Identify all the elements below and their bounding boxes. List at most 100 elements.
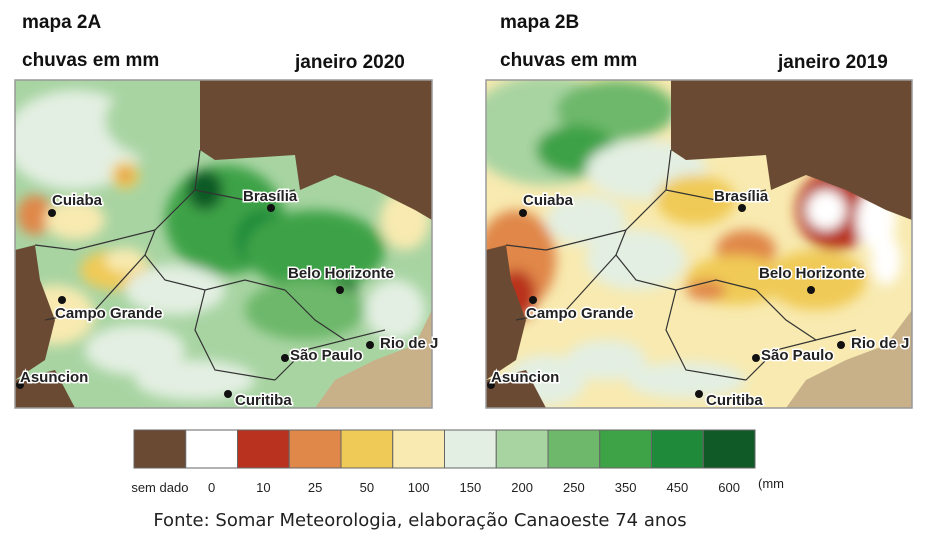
map-title: mapa 2A — [22, 12, 101, 33]
city-dot — [738, 204, 746, 212]
legend-label: 450 — [667, 480, 689, 495]
city-dot — [16, 381, 24, 389]
rain-patch — [119, 169, 131, 181]
legend-swatch — [547, 429, 601, 469]
rain-patch — [105, 80, 225, 160]
outside-region — [315, 310, 432, 408]
city-label: Belo Horizonte — [288, 265, 394, 282]
legend-swatch — [495, 429, 549, 469]
no-data-region — [486, 245, 526, 380]
legend-label: 0 — [208, 480, 215, 495]
city-label: Brasília — [714, 188, 769, 205]
map-frame — [14, 79, 433, 409]
state-border — [34, 229, 156, 251]
city-label: Curitiba — [235, 392, 292, 409]
legend-label: 250 — [563, 480, 585, 495]
state-border — [515, 254, 617, 321]
state-border — [144, 149, 286, 291]
city-dot — [837, 341, 845, 349]
city-label: São Paulo — [761, 347, 834, 364]
map-date: janeiro 2020 — [294, 52, 405, 73]
city-dot — [224, 390, 232, 398]
rain-patch — [626, 362, 746, 398]
city-label: Campo Grande — [526, 305, 634, 322]
legend-swatch — [237, 429, 290, 469]
city-label: Asuncion — [491, 369, 559, 386]
city-dot — [695, 390, 703, 398]
state-border — [284, 289, 386, 341]
rain-field — [15, 80, 430, 400]
outside-region — [786, 310, 912, 408]
rain-patch — [586, 230, 686, 290]
legend-label: 200 — [511, 480, 533, 495]
state-border — [615, 149, 757, 291]
city-label: São Paulo — [290, 347, 363, 364]
city-label: Rio de J — [380, 335, 438, 352]
legend-label: sem dado — [131, 480, 188, 495]
state-border — [745, 339, 817, 381]
legend-swatch — [702, 429, 756, 469]
state-border — [44, 254, 146, 321]
map-title: mapa 2B — [500, 12, 579, 33]
rain-patch — [45, 200, 105, 240]
rain-patch — [125, 265, 225, 315]
legend-unit: (mm — [758, 476, 784, 491]
city-dot — [48, 209, 56, 217]
legend-label: 50 — [360, 480, 374, 495]
city-dot — [267, 204, 275, 212]
rain-patch — [546, 195, 626, 245]
rain-patch — [187, 170, 223, 210]
rain-patch — [135, 360, 255, 400]
source: Fonte: Somar Meteorologia, elaboração Ca… — [153, 510, 686, 531]
city-dot — [752, 354, 760, 362]
rain-patch — [17, 195, 53, 235]
rain-field — [486, 80, 901, 405]
ocean-land — [15, 370, 75, 408]
state-border — [755, 289, 857, 341]
legend-swatch — [651, 429, 704, 469]
legend: sem dado 0 10 25 50 100 150 200 250 350 450 600 (mm — [131, 429, 784, 495]
city-dot — [529, 296, 537, 304]
city-dot — [487, 381, 495, 389]
state-border — [194, 189, 296, 201]
city-dot — [807, 286, 815, 294]
legend-label: 350 — [615, 480, 637, 495]
legend-swatch — [340, 429, 394, 469]
legend-swatch — [392, 429, 445, 469]
state-border — [194, 289, 276, 381]
state-border — [665, 289, 747, 381]
city-label: Campo Grande — [55, 305, 163, 322]
map-date: janeiro 2019 — [777, 52, 888, 73]
city-label: Rio de J — [851, 335, 909, 352]
rain-patch — [85, 325, 185, 375]
city-dot — [336, 286, 344, 294]
legend-swatch — [599, 429, 652, 469]
rain-patch — [105, 248, 145, 272]
legend-swatch — [185, 429, 238, 469]
rain-patch — [245, 210, 385, 290]
rain-patch — [871, 235, 901, 285]
city-label: Curitiba — [706, 392, 763, 409]
legend-label: 25 — [308, 480, 322, 495]
city-label: Brasília — [243, 188, 298, 205]
city-label: Asuncion — [20, 369, 88, 386]
rain-patch — [806, 190, 846, 230]
rain-patch — [556, 80, 676, 140]
city-dot — [58, 296, 66, 304]
state-border — [665, 189, 767, 201]
city-label: Cuiaba — [52, 192, 103, 209]
rain-patch — [365, 280, 425, 340]
city-label: Cuiaba — [523, 192, 574, 209]
rain-patch — [656, 175, 736, 225]
map-b: Brasília Cuiaba Belo Horizonte Campo Grande… — [485, 79, 913, 411]
map-body — [15, 80, 432, 408]
map-body — [486, 80, 912, 408]
city-dot — [281, 354, 289, 362]
no-data-region — [15, 245, 55, 380]
legend-swatch — [444, 429, 497, 469]
map-subtitle: chuvas em mm — [22, 50, 159, 71]
legend-label: 10 — [256, 480, 270, 495]
city-dot — [366, 341, 374, 349]
city-label: Belo Horizonte — [759, 265, 865, 282]
